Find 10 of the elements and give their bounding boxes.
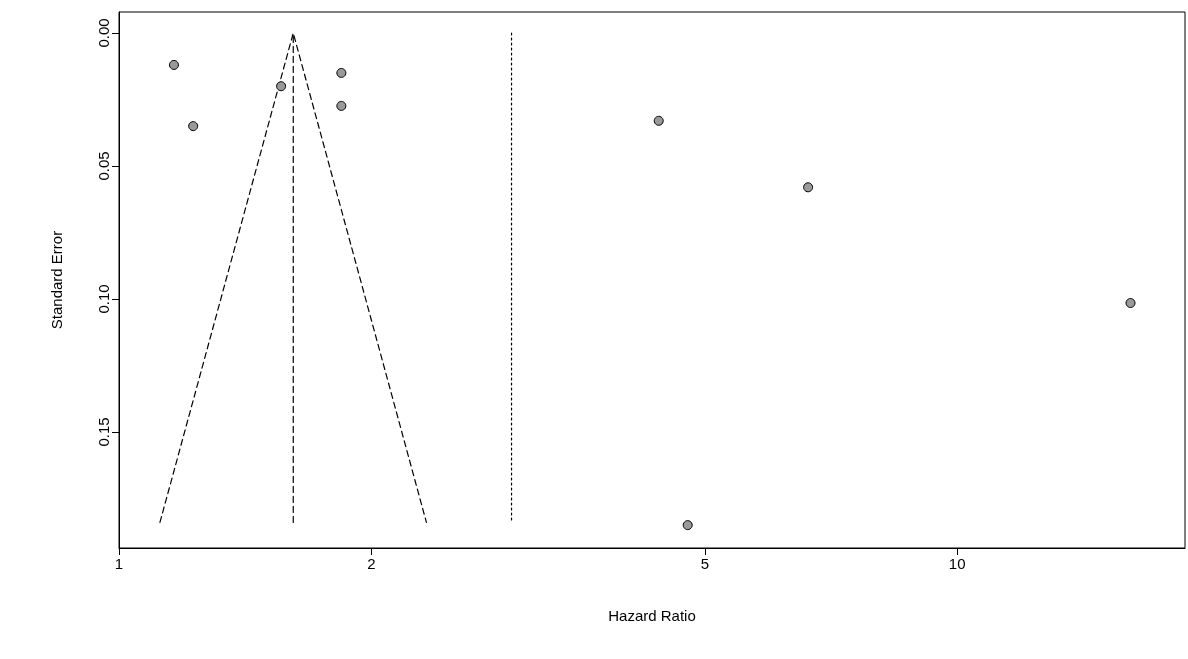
x-tick-label: 10 [948,555,966,572]
y-tick-label: 0.10 [95,284,112,314]
x-tick-label: 1 [114,555,124,572]
x-tick-label: 5 [700,555,710,572]
x-axis-title: Hazard Ratio [608,607,696,624]
y-tick-label: 0.05 [95,151,112,181]
y-axis-title: Standard Error [48,230,65,330]
x-tick-label: 2 [367,555,376,572]
y-tick-label: 0.15 [95,417,112,447]
y-tick-label: 0.00 [95,18,112,48]
